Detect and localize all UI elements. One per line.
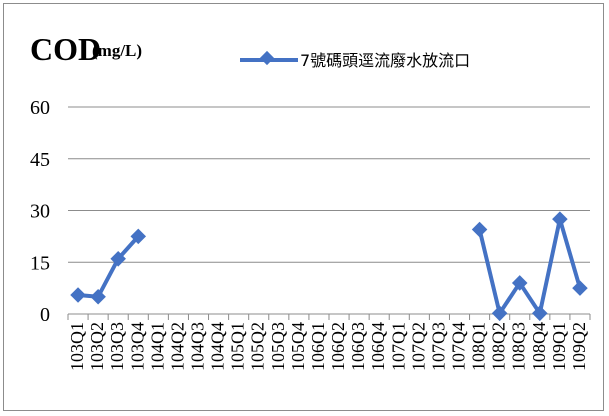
data-point [70,287,86,303]
legend-marker-swatch [259,50,275,66]
x-tick-label: 108Q4 [529,322,549,371]
x-tick-label: 106Q1 [308,322,328,371]
x-tick-label: 103Q2 [87,322,107,371]
data-point [471,221,488,238]
x-tick-label: 106Q3 [348,322,368,371]
x-tick-label: 108Q3 [509,322,529,371]
x-tick-label: 106Q4 [368,322,388,371]
data-series [70,211,588,322]
series-line [477,217,582,316]
x-tick-label: 104Q2 [167,322,187,371]
x-tick-label: 107Q3 [428,322,448,371]
chart-frame [3,3,604,411]
x-axis-ticks: 103Q1 103Q2 103Q3 103Q4 104Q1 104Q2 104Q3 104Q4… [67,314,591,371]
x-tick-label: 107Q2 [408,322,428,371]
x-tick-label: 105Q1 [228,322,248,371]
y-axis-ticks: 0 15 30 45 60 [30,97,50,326]
x-tick-label: 106Q2 [328,322,348,371]
chart-title-unit: (mg/L) [92,41,142,60]
data-point [552,211,568,227]
x-tick-label: 105Q3 [268,322,288,371]
x-tick-label: 107Q4 [449,322,469,371]
data-point [90,288,106,305]
y-tick-label: 0 [40,304,50,326]
y-tick-label: 45 [30,149,50,171]
x-tick-label: 103Q1 [67,322,87,371]
chart-title: COD [30,31,101,67]
x-tick-label: 109Q1 [549,322,569,371]
y-tick-label: 60 [30,97,50,119]
x-tick-label: 104Q1 [147,322,167,371]
legend: 7號碼頭逕流廢水放流口 [240,50,470,70]
x-tick-label: 105Q2 [248,322,268,371]
series-line [77,235,140,299]
data-point [572,280,588,296]
y-tick-label: 30 [30,201,50,223]
x-tick-label: 105Q4 [288,322,308,371]
x-tick-label: 107Q1 [388,322,408,371]
x-tick-label: 104Q3 [188,322,208,371]
x-tick-label: 104Q4 [208,322,228,371]
x-tick-label: 103Q4 [127,322,147,371]
x-tick-label: 108Q1 [469,322,489,371]
data-point [130,228,147,245]
x-tick-label: 109Q2 [569,322,589,371]
legend-label: 7號碼頭逕流廢水放流口 [300,51,470,70]
y-tick-label: 15 [30,252,50,274]
x-tick-label: 108Q2 [489,322,509,371]
gridlines [68,106,590,315]
x-tick-label: 103Q3 [107,322,127,371]
